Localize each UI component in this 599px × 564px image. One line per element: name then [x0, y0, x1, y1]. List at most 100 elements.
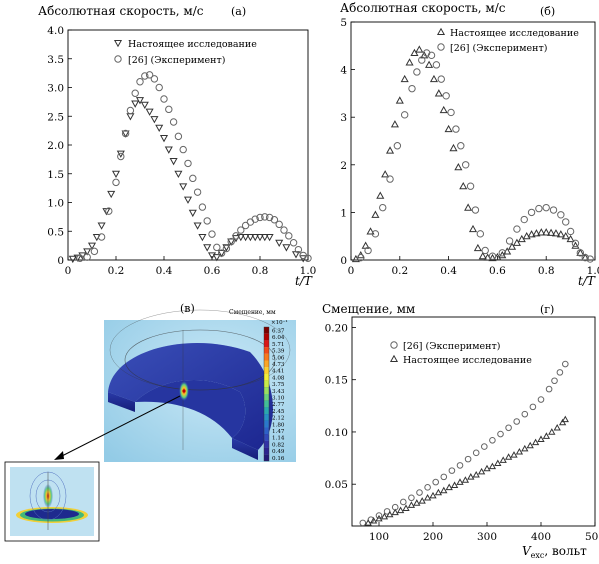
- panel-a-series-1-point: [203, 217, 211, 225]
- panel-g-series-1-point: [407, 501, 416, 508]
- panel-b-series-1-point: [481, 246, 489, 255]
- panel-b-series-1-point: [432, 61, 441, 69]
- panel-b-series-1-point: [386, 175, 394, 183]
- panel-g-x-axis-symbol: V: [522, 544, 532, 558]
- panel-g-series-0-point: [416, 489, 423, 496]
- colorbar-swatch: [264, 434, 269, 441]
- panel-a-series-1-point: [280, 226, 288, 234]
- zoom-arrow-line: [57, 395, 181, 459]
- panel-g-series-1-point: [515, 447, 524, 455]
- panel-b-series-1-point: [457, 142, 465, 150]
- dish-shell-cut-left: [108, 392, 135, 412]
- panel-b-series-0-point: [542, 228, 551, 236]
- panel-g-title: Смещение, мм: [322, 302, 415, 316]
- colorbar-swatch: [264, 394, 269, 401]
- panel-g-series-1-point: [510, 451, 518, 458]
- panel-b-series-1-point: [520, 215, 528, 224]
- panel-b-series-1-point: [557, 211, 565, 219]
- panel-g-series-1-point: [472, 470, 480, 478]
- colorbar-swatch: [264, 347, 269, 354]
- panel-a-series-0-point: [97, 222, 106, 230]
- panel-b-x-tick-label: 0.4: [440, 265, 457, 277]
- panel-a-series-1-point: [193, 188, 202, 196]
- panel-g-series-1-point: [423, 493, 432, 501]
- panel-b-series-1-point: [471, 206, 480, 214]
- colorbar-tick-label: 1.14: [272, 436, 285, 442]
- colorbar-exponent: ×10⁻¹: [271, 319, 288, 326]
- panel-g-y-tick-label: 0.05: [325, 479, 348, 491]
- panel-g-series-1-point: [386, 510, 394, 518]
- panel-b-x-axis-label: t/T: [578, 274, 596, 288]
- panel-a-series-1-point: [155, 83, 163, 92]
- panel-g-series-1-point: [380, 512, 389, 520]
- panel-b-y-tick-label: 1: [340, 207, 347, 219]
- panel-b-series-0-point: [532, 229, 541, 237]
- panel-b-series-0-point: [366, 227, 375, 235]
- panel-b-x-tick-label: 1.0: [587, 265, 599, 277]
- panel-g-x-axis-unit: , вольт: [544, 544, 587, 558]
- panel-g-series-1-point: [488, 462, 497, 470]
- panel-a-series-0-point: [203, 244, 212, 252]
- colorbar: 6.376.045.715.395.064.734.414.083.753.43…: [263, 326, 285, 462]
- panel-a-series-1-point: [145, 71, 154, 79]
- panel-a-series-0-point: [155, 124, 164, 132]
- colorbar-tick-label: 6.04: [272, 335, 285, 341]
- panel-b-series-0-point: [507, 242, 517, 250]
- panel-b-series-1-point: [427, 51, 436, 60]
- panel-a-series-1-point: [189, 174, 197, 183]
- colorbar-tick-label: 4.08: [272, 375, 285, 381]
- panel-b-series-1-point: [408, 84, 416, 93]
- panel-b-series-1-point: [505, 237, 514, 245]
- colorbar-tick-label: 1.80: [272, 422, 285, 428]
- panel-b-series-1-point: [562, 218, 570, 226]
- panel-a-series-0-point: [111, 170, 121, 178]
- panel-g-x-tick-label: 400: [531, 531, 551, 543]
- panel-a-series-0-point: [107, 190, 116, 199]
- panel-b-series-0-point: [473, 243, 482, 252]
- panel-g-y-tick-label: 0.10: [325, 427, 348, 439]
- panel-a-series-0-point: [174, 170, 183, 178]
- panel-g-series-1-point: [542, 432, 551, 439]
- panel-a-title: Абсолютная скорость, м/с: [38, 4, 204, 18]
- panel-b-series-1-point: [418, 56, 426, 64]
- panel-b-series-0-point: [425, 60, 434, 68]
- panel-a-legend-entry-1: [26] (Эксперимент): [128, 55, 225, 66]
- panel-g-series-1-point: [402, 504, 410, 511]
- panel-b-series-0-point: [547, 228, 556, 236]
- panel-g-series-1-point: [456, 478, 464, 485]
- panel-a-series-1-point: [121, 129, 130, 138]
- colorbar-tick-label: 5.71: [272, 342, 284, 348]
- panel-g-series-1-point: [461, 476, 470, 483]
- panel-b-series-1-point: [437, 75, 445, 83]
- panel-a-series-1-point: [232, 232, 240, 240]
- panel-g-series-1-point: [504, 453, 513, 460]
- panel-a-series-0-point: [83, 248, 92, 256]
- colorbar-tick-label: 6.37: [272, 329, 285, 335]
- panel-a-series-1-point: [160, 95, 168, 103]
- panel-a-series-0-point: [68, 255, 77, 264]
- panel-a-series-1-point: [90, 247, 99, 256]
- panel-a-series-1-point: [83, 253, 91, 261]
- panel-g-series-0-point: [505, 424, 512, 432]
- panel-g-series-1-point: [450, 481, 459, 488]
- panel-a-x-tick-label: 0.2: [108, 265, 125, 277]
- panel-g-series-0-point: [489, 437, 496, 444]
- panel-b-series-0-point: [376, 191, 385, 199]
- panel-a-legend-marker-0: [113, 39, 123, 48]
- panel-a-x-tick-label: 0.6: [204, 265, 221, 277]
- panel-g-legend-entry-0: [26] (Эксперимент): [403, 341, 500, 352]
- panel-a-series-0-point: [246, 233, 255, 242]
- panel-a-series-0-point: [150, 116, 159, 124]
- panel-g-series-1-point: [434, 488, 443, 496]
- panel-a-series-1-point: [184, 159, 192, 168]
- panel-g-series-1-point: [521, 444, 529, 452]
- panel-a-y-tick-label: 1.5: [47, 169, 64, 181]
- panel-a-series-0-point: [227, 238, 236, 246]
- panel-g-series-0-point: [375, 512, 383, 519]
- panel-a-series-1-point: [285, 232, 293, 240]
- colorbar-tick-label: 2.77: [272, 402, 285, 408]
- panel-b-x-tick-label: 0.2: [391, 265, 408, 277]
- panel-g-series-1-point: [467, 473, 475, 480]
- panel-b-legend-entry-1: [26] (Эксперимент): [450, 43, 547, 54]
